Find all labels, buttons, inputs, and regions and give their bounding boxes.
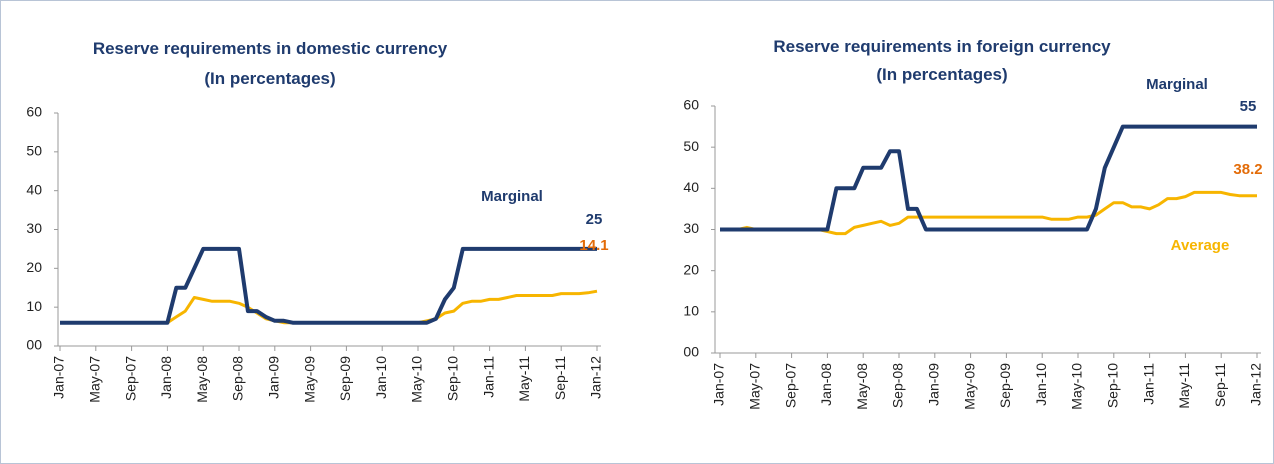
- x-tick-label: Sep-11: [552, 356, 568, 400]
- x-tick-label: Jan-12: [588, 356, 604, 399]
- x-tick-label: May-08: [854, 363, 870, 410]
- x-tick-label: Jan-11: [1140, 363, 1156, 405]
- x-tick-label: Sep-08: [890, 363, 906, 408]
- chart-title: Reserve requirements in foreign currency: [773, 37, 1111, 56]
- y-tick-label: 60: [683, 97, 699, 113]
- x-tick-label: May-07: [747, 363, 763, 410]
- annotation: 55: [1240, 98, 1257, 115]
- x-tick-label: May-09: [961, 363, 977, 410]
- y-tick-label: 20: [26, 259, 42, 275]
- y-tick-label: 20: [683, 261, 699, 277]
- y-tick-label: 00: [26, 337, 42, 353]
- x-tick-label: Jan-09: [926, 363, 942, 406]
- series-line: [60, 246, 597, 325]
- x-tick-label: Jan-12: [1248, 363, 1264, 406]
- x-tick-label: Sep-10: [1105, 363, 1121, 408]
- annotation: Marginal: [481, 188, 543, 205]
- x-tick-label: May-08: [194, 356, 210, 403]
- x-tick-label: Jan-10: [373, 356, 389, 399]
- x-tick-label: Sep-08: [230, 356, 246, 401]
- x-tick-label: May-10: [409, 356, 425, 403]
- x-tick-label: May-07: [87, 356, 103, 403]
- x-tick-label: Jan-07: [711, 363, 727, 406]
- x-tick-label: May-11: [1176, 363, 1192, 409]
- y-tick-label: 30: [26, 220, 42, 236]
- series-line: [720, 124, 1257, 232]
- y-tick-label: 10: [683, 303, 699, 319]
- annotation: 14.1: [579, 237, 608, 254]
- y-tick-label: 10: [26, 298, 42, 314]
- y-tick-label: 50: [683, 138, 699, 154]
- x-tick-label: Jan-08: [818, 363, 834, 406]
- x-tick-label: Sep-07: [122, 356, 138, 401]
- y-tick-label: 50: [26, 143, 42, 159]
- x-tick-label: Jan-08: [158, 356, 174, 399]
- chart-subtitle: (In percentages): [204, 69, 335, 88]
- annotation: Marginal: [1146, 76, 1208, 93]
- x-tick-label: May-09: [301, 356, 317, 403]
- chart-subtitle: (In percentages): [876, 65, 1007, 84]
- x-tick-label: Jan-10: [1033, 363, 1049, 406]
- y-tick-label: 60: [26, 104, 42, 120]
- y-tick-label: 00: [683, 344, 699, 360]
- y-tick-label: 40: [26, 181, 42, 197]
- x-tick-label: Sep-09: [337, 356, 353, 401]
- x-tick-label: Sep-10: [445, 356, 461, 401]
- annotation: Average: [1171, 237, 1230, 254]
- y-tick-label: 40: [683, 179, 699, 195]
- y-tick-label: 30: [683, 220, 699, 236]
- x-tick-label: Jan-09: [266, 356, 282, 399]
- x-tick-label: Sep-09: [997, 363, 1013, 408]
- x-tick-label: Sep-07: [782, 363, 798, 408]
- annotation: 25: [586, 211, 603, 228]
- x-tick-label: Sep-11: [1212, 363, 1228, 407]
- x-tick-label: Jan-11: [480, 356, 496, 398]
- annotation: 38.2: [1233, 161, 1262, 178]
- x-tick-label: Jan-07: [51, 356, 67, 399]
- chart-title: Reserve requirements in domestic currenc…: [93, 39, 448, 58]
- x-tick-label: May-10: [1069, 363, 1085, 410]
- x-tick-label: May-11: [516, 356, 532, 402]
